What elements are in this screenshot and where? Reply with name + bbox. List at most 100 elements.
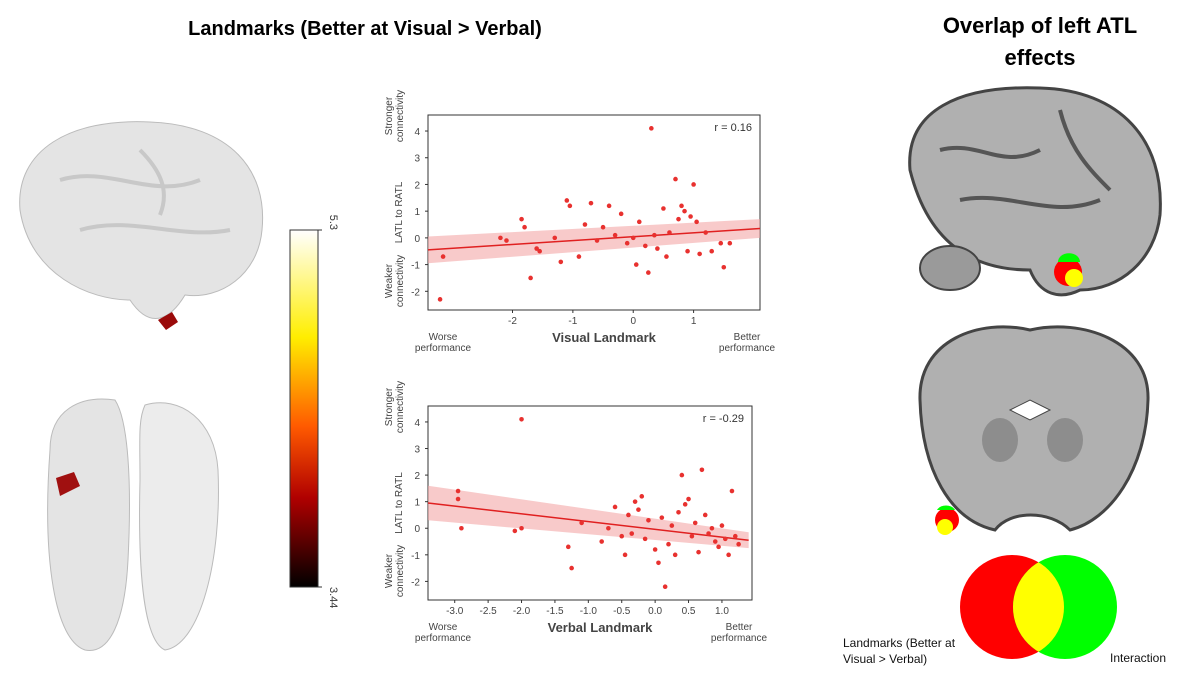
scatter-point <box>594 238 600 243</box>
fit-line <box>427 502 749 541</box>
scatter-point <box>534 246 539 251</box>
scatter-point <box>632 499 638 504</box>
scatter-point <box>673 176 678 182</box>
x-tick-label: -0.5 <box>613 606 631 617</box>
scatter-point <box>692 520 698 526</box>
x-tick-label: 1.0 <box>715 606 729 617</box>
correlation-annotation: r = -0.29 <box>703 413 744 425</box>
scatter-point <box>564 198 570 203</box>
x-tick-label: 0.5 <box>682 606 696 617</box>
y-tick-label: 1 <box>414 498 420 509</box>
brain-sagittal <box>908 86 1162 297</box>
scatter-point <box>629 531 635 536</box>
scatter-point <box>679 203 684 209</box>
confidence-band <box>428 219 760 264</box>
x-tick-label: 0.0 <box>648 606 662 617</box>
scatter-point <box>712 539 718 544</box>
scatter-point <box>655 246 660 251</box>
scatter-point <box>709 248 715 254</box>
scatter-point <box>719 523 725 528</box>
x-tick-label: 0 <box>630 316 636 327</box>
scatter-point <box>437 297 443 302</box>
y-axis-label: LATL to RATL <box>394 181 405 243</box>
scatter-point <box>528 275 533 281</box>
x-low-label: Worse performance <box>414 622 472 644</box>
plot-area <box>427 114 761 311</box>
scatter-point <box>688 214 693 219</box>
scatter-point <box>622 552 628 558</box>
x-tick-label: 1 <box>691 316 697 327</box>
y-tick-label: -1 <box>411 551 420 562</box>
scatter-point <box>633 262 639 267</box>
scatter-point <box>703 230 708 235</box>
scatter-point <box>643 243 648 249</box>
scatter-point <box>666 541 671 547</box>
scatter-point <box>694 219 699 225</box>
y-tick-label: -2 <box>411 577 420 588</box>
scatter-point <box>706 531 711 536</box>
scatter-point <box>599 539 604 544</box>
scatter-point <box>588 200 594 206</box>
y-tick-label: -2 <box>411 287 420 298</box>
x-axis-label: Verbal Landmark <box>548 620 654 635</box>
scatter-point <box>726 552 731 558</box>
scatter-point <box>455 496 461 502</box>
y-tick-label: 2 <box>414 180 420 191</box>
scatter-point <box>679 472 685 478</box>
x-high-label: Better performance <box>718 332 776 354</box>
x-low-label: Worse performance <box>414 332 472 354</box>
scatter-point <box>626 512 631 518</box>
scatter-point <box>676 510 681 515</box>
scatter-point <box>669 523 675 528</box>
scatter-point <box>459 525 464 531</box>
scatter-point <box>676 216 681 222</box>
colorbar-tick-label: 3.44 <box>327 587 339 608</box>
scatter-point <box>667 230 672 235</box>
scatter-point <box>721 264 727 270</box>
x-axis-label: Visual Landmark <box>552 330 657 345</box>
y-low-label: Weaker connectivity <box>384 254 406 308</box>
y-tick-label: 2 <box>414 471 420 482</box>
scatter-point <box>686 496 691 502</box>
scatter-point <box>537 248 542 254</box>
scatter-point <box>504 238 509 243</box>
x-tick-label: -3.0 <box>446 606 464 617</box>
scatter-point <box>576 254 582 259</box>
scatter-point <box>646 517 651 523</box>
scatter-point <box>612 504 618 510</box>
scatter-point <box>652 232 657 238</box>
y-low-label: Weaker connectivity <box>384 544 406 598</box>
scatter-point <box>519 416 524 422</box>
scatter-point <box>685 248 690 254</box>
scatter-point <box>656 560 661 566</box>
y-tick-label: 0 <box>414 524 420 535</box>
scatter-point <box>732 533 738 539</box>
scatter-point <box>618 211 624 217</box>
scatter-point <box>689 533 695 539</box>
confidence-band <box>428 485 749 549</box>
correlation-annotation: r = 0.16 <box>714 122 752 134</box>
scatter-point <box>709 525 715 531</box>
scatter-point <box>612 232 618 238</box>
y-tick-label: 4 <box>414 127 420 138</box>
scatter-point <box>569 565 574 571</box>
x-tick-label: -2.0 <box>513 606 531 617</box>
scatter-point <box>662 584 668 590</box>
x-tick-label: -1.0 <box>580 606 598 617</box>
scatter-point <box>455 488 461 494</box>
y-tick-label: 0 <box>414 234 420 245</box>
scatter-point <box>630 235 636 241</box>
y-tick-label: 3 <box>414 154 420 165</box>
scatter-point <box>636 507 641 512</box>
venn-diagram <box>960 555 1117 659</box>
x-high-label: Better performance <box>710 622 768 644</box>
y-tick-label: 1 <box>414 207 420 218</box>
scatter-point <box>718 240 724 246</box>
scatter-point <box>582 222 588 227</box>
y-tick-label: 4 <box>414 418 420 429</box>
scatter-point <box>498 235 503 241</box>
scatter-point <box>646 270 651 275</box>
scatter-point <box>642 536 648 542</box>
scatter-point <box>565 544 571 550</box>
scatter-point <box>664 254 669 259</box>
